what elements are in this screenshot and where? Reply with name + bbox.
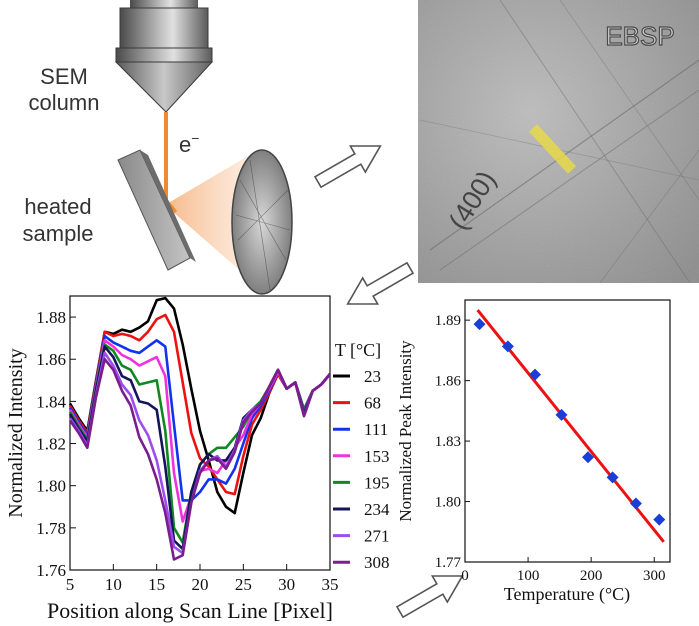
sem-label-line2: column [29, 90, 100, 115]
peak-point-4 [582, 451, 594, 464]
peak-x-tick-label: 100 [517, 568, 540, 584]
peak-point-2 [529, 368, 542, 381]
profile-x-tick-label: 15 [148, 575, 165, 594]
legend-label-111: 111 [364, 420, 388, 439]
ebsp-panel: EBSP (400) [418, 0, 699, 284]
sem-column-ring [115, 47, 213, 63]
beam-label: e− [179, 130, 199, 157]
legend-label-68: 68 [364, 394, 381, 413]
profile-y-axis-label: Normalized Intensity [5, 348, 27, 517]
sem-column-cone [114, 61, 214, 113]
peak-ticks: 0 100 200 300 1.77 1.80 1.83 1.86 1.89 [435, 313, 666, 584]
profile-x-axis-label: Position along Scan Line [Pixel] [47, 598, 333, 623]
legend-label-23: 23 [364, 367, 381, 386]
legend-label-234: 234 [364, 500, 390, 519]
ebsp-title: EBSP [605, 21, 674, 51]
peak-y-tick-label: 1.86 [435, 374, 462, 390]
peak-point-5 [606, 471, 619, 484]
ebsp-noise [418, 0, 699, 283]
schematic: e− SEM column heated sample [23, 0, 293, 295]
peak-chart: 0 100 200 300 1.77 1.80 1.83 1.86 1.89 Temperatu… [396, 299, 671, 605]
profile-y-tick-label: 1.84 [36, 392, 66, 411]
peak-points [473, 318, 666, 526]
peak-y-axis-label: Normalized Peak Intensity [396, 340, 415, 522]
profile-x-tick-label: 20 [192, 575, 209, 594]
sem-column-body [119, 7, 209, 53]
profile-y-tick-label: 1.80 [36, 477, 66, 496]
profile-x-tick-label: 35 [322, 575, 339, 594]
peak-x-tick-label: 300 [643, 568, 666, 584]
legend-title: T [°C] [335, 340, 381, 360]
peak-x-tick-label: 200 [580, 568, 603, 584]
sem-column-top [130, 0, 198, 8]
scan-line [528, 124, 577, 174]
beam-label-superscript: − [191, 130, 199, 146]
peak-point-6 [629, 497, 642, 510]
profile-x-tick-label: 5 [66, 575, 75, 594]
legend-label-195: 195 [364, 473, 390, 492]
peak-y-tick-label: 1.83 [435, 434, 461, 450]
peak-point-1 [501, 340, 514, 353]
arrow-to-peak [395, 575, 464, 619]
profile-line-308 [68, 357, 332, 561]
peak-y-tick-label: 1.80 [435, 495, 461, 511]
legend-label-153: 153 [364, 447, 390, 466]
profile-chart: 5 10 15 20 25 30 35 1.76 1.78 1.80 1.82 1.84 1.86 1.8… [5, 295, 390, 623]
arrow-to-ebsp [313, 145, 382, 189]
sample-label-line2: sample [23, 221, 94, 246]
profile-line-23 [68, 296, 332, 515]
peak-y-tick-label: 1.89 [435, 313, 461, 329]
profile-series [68, 296, 332, 561]
sample-label-line1: heated [24, 194, 91, 219]
profile-x-tick-label: 10 [105, 575, 122, 594]
profile-y-tick-label: 1.78 [36, 519, 66, 538]
heated-sample-side [140, 150, 196, 262]
peak-point-0 [473, 318, 486, 331]
profile-y-tick-label: 1.82 [36, 435, 66, 454]
peak-plot-frame [464, 299, 671, 563]
profile-y-tick-label: 1.88 [36, 308, 66, 327]
profile-y-tick-label: 1.86 [36, 350, 66, 369]
profile-line-195 [68, 343, 332, 544]
screen-pattern-lines [235, 159, 291, 291]
profile-legend: 23 68 111 153 195 234 271 308 [333, 367, 390, 572]
profile-y-tick-label: 1.76 [36, 561, 66, 580]
profile-ticks: 5 10 15 20 25 30 35 1.76 1.78 1.80 1.82 1.84 1.86 1.8… [36, 308, 338, 594]
profile-line-271 [68, 351, 332, 555]
arrow-to-profile [346, 261, 415, 305]
profile-x-tick-label: 25 [235, 575, 252, 594]
peak-y-tick-label: 1.77 [435, 555, 462, 571]
profile-line-234 [68, 345, 332, 551]
profile-x-tick-label: 30 [278, 575, 295, 594]
peak-point-3 [555, 408, 568, 421]
sem-label-line1: SEM [40, 64, 88, 89]
peak-x-axis-label: Temperature (°C) [504, 584, 630, 605]
peak-x-tick-label: 0 [461, 568, 469, 584]
peak-point-7 [653, 513, 666, 526]
legend-label-271: 271 [364, 527, 390, 546]
legend-label-308: 308 [364, 553, 390, 572]
